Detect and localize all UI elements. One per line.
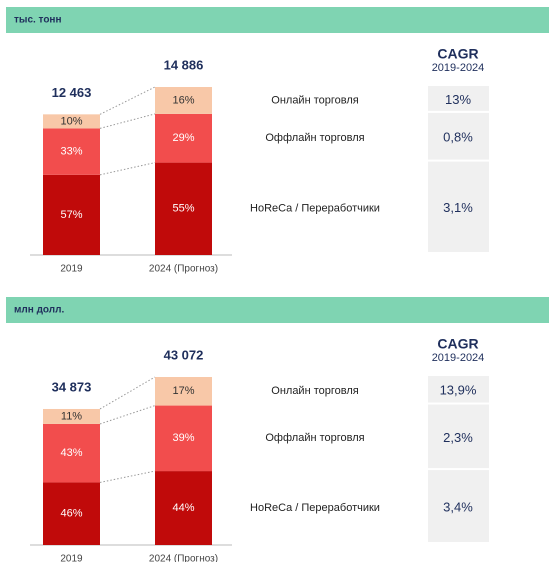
panel-header: [6, 7, 549, 33]
bar-segment: [43, 128, 100, 175]
series-name: HoReCa / Переработчики: [250, 502, 380, 514]
cagr-value: 13%: [445, 92, 471, 107]
cagr-value: 3,1%: [443, 200, 473, 215]
segment-label: 44%: [172, 502, 194, 514]
segment-label: 46%: [60, 508, 82, 520]
cagr-value: 3,4%: [443, 499, 473, 514]
bar-segment: [43, 482, 100, 545]
connector: [99, 86, 156, 115]
category-label: 2019: [60, 264, 83, 275]
cagr-title: CAGR: [437, 336, 478, 352]
series-name: Оффлайн торговля: [265, 432, 364, 444]
category-label: 2024 (Прогноз): [149, 554, 218, 562]
bar-segment: [155, 162, 212, 255]
segment-label: 17%: [172, 385, 194, 397]
total-label: 14 886: [164, 57, 204, 72]
cagr-box: [428, 404, 489, 469]
series-name: HoReCa / Переработчики: [250, 203, 380, 215]
segment-label: 11%: [61, 410, 82, 422]
category-label: 2019: [60, 554, 83, 562]
bar-segment: [155, 405, 212, 472]
cagr-box: [428, 376, 489, 403]
segment-label: 57%: [60, 209, 82, 221]
cagr-value: 0,8%: [443, 130, 473, 145]
cagr-value: 2,3%: [443, 430, 473, 445]
total-label: 12 463: [52, 85, 92, 100]
series-name: Оффлайн торговля: [265, 132, 364, 144]
series-name: Онлайн торговля: [271, 94, 358, 106]
bar-segment: [43, 114, 100, 129]
segment-label: 33%: [60, 146, 82, 158]
cagr-value: 13,9%: [440, 383, 477, 398]
total-label: 43 072: [164, 347, 204, 362]
cagr-title: CAGR: [437, 46, 478, 62]
connector: [99, 470, 156, 483]
cagr-box: [428, 161, 489, 252]
connector: [99, 376, 156, 410]
connector: [99, 162, 156, 176]
segment-label: 29%: [172, 132, 194, 144]
bar-segment: [155, 113, 212, 163]
category-label: 2024 (Прогноз): [149, 264, 218, 275]
bar-segment: [155, 471, 212, 545]
cagr-period: 2019-2024: [432, 62, 485, 74]
panel-title: млн долл.: [14, 305, 64, 316]
total-label: 34 873: [52, 379, 92, 394]
connector: [99, 405, 156, 425]
bar-segment: [43, 408, 100, 424]
cagr-period: 2019-2024: [432, 352, 485, 364]
connector: [99, 113, 156, 129]
segment-label: 39%: [172, 432, 194, 444]
bar-segment: [43, 174, 100, 255]
cagr-box: [428, 112, 489, 160]
segment-label: 10%: [60, 115, 82, 127]
cagr-box: [428, 86, 489, 111]
panel-header: [6, 297, 549, 323]
segment-label: 16%: [172, 94, 194, 106]
panel-title: тыс. тонн: [14, 15, 62, 26]
bar-segment: [43, 423, 100, 483]
bar-segment: [155, 377, 212, 406]
series-name: Онлайн торговля: [271, 385, 358, 397]
segment-label: 55%: [172, 203, 194, 215]
bar-segment: [155, 87, 212, 114]
cagr-box: [428, 470, 489, 542]
segment-label: 43%: [60, 447, 82, 459]
